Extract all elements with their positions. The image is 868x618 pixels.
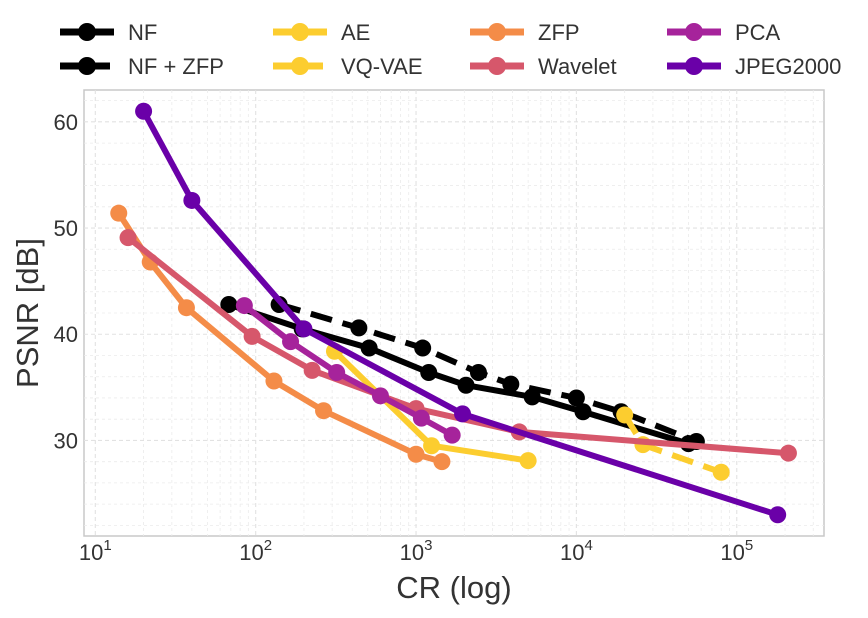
- legend-swatch-marker: [291, 23, 309, 41]
- data-point-zfp: [177, 299, 195, 317]
- data-point-pca: [328, 363, 346, 381]
- x-tick-label: 105: [720, 537, 753, 565]
- series-ae: [325, 342, 537, 470]
- data-point-ae: [423, 437, 441, 455]
- legend-item-pca: PCA: [667, 20, 781, 45]
- legend-swatch-marker: [488, 57, 506, 75]
- data-point-zfp: [315, 402, 333, 420]
- data-point-pca: [282, 333, 300, 351]
- data-point-pca: [443, 426, 461, 444]
- x-tick-exponent: 4: [584, 537, 592, 554]
- legend-swatch-marker: [685, 57, 703, 75]
- legend-swatch-marker: [685, 23, 703, 41]
- legend-label: VQ-VAE: [341, 54, 423, 79]
- legend-swatch-marker: [78, 57, 96, 75]
- data-point-nf-zfp: [567, 389, 585, 407]
- x-tick-exponent: 3: [424, 537, 432, 554]
- data-point-wavelet: [119, 229, 137, 247]
- data-point-jpeg2000: [295, 320, 313, 338]
- data-point-nf: [420, 363, 438, 381]
- y-tick-label: 30: [54, 428, 78, 453]
- series-zfp: [110, 204, 451, 471]
- legend-item-wavelet: Wavelet: [470, 54, 617, 79]
- legend-item-nf: NF: [60, 20, 157, 45]
- legend-label: PCA: [735, 20, 781, 45]
- y-tick-label: 60: [54, 110, 78, 135]
- data-point-wavelet: [303, 361, 321, 379]
- x-axis-ticks: 101 102 103 104 105: [79, 537, 753, 565]
- y-tick-label: 40: [54, 322, 78, 347]
- data-point-vq-vae: [616, 406, 634, 424]
- x-tick-base: 10: [239, 540, 263, 565]
- legend-item-vq-vae: VQ-VAE: [273, 54, 423, 79]
- data-point-nf-zfp: [350, 319, 368, 337]
- data-point-nf: [220, 296, 238, 314]
- legend-item-nf-zfp: NF + ZFP: [60, 54, 224, 79]
- data-point-pca: [235, 297, 253, 315]
- x-tick-exponent: 5: [745, 537, 753, 554]
- data-point-jpeg2000: [454, 405, 472, 423]
- x-tick-base: 10: [560, 540, 584, 565]
- legend-item-jpeg2000: JPEG2000: [667, 54, 841, 79]
- legend-label: JPEG2000: [735, 54, 841, 79]
- legend: NF NF + ZFP AE VQ-VAE ZFP Wavelet PCA JPEG2000: [60, 20, 841, 79]
- x-tick-exponent: 1: [103, 537, 111, 554]
- x-tick-label: 102: [239, 537, 272, 565]
- x-tick-label: 101: [79, 537, 112, 565]
- legend-swatch-marker: [78, 23, 96, 41]
- x-tick-base: 10: [79, 540, 103, 565]
- data-point-nf: [360, 339, 378, 357]
- data-point-pca: [412, 409, 430, 427]
- x-tick-base: 10: [720, 540, 744, 565]
- data-point-zfp: [407, 445, 425, 463]
- data-point-nf-zfp: [502, 375, 520, 393]
- series-jpeg2000: [135, 102, 787, 524]
- data-point-nf: [574, 403, 592, 421]
- data-point-ae: [519, 452, 537, 470]
- data-point-vq-vae: [712, 463, 730, 481]
- data-point-nf-zfp: [469, 363, 487, 381]
- data-point-zfp: [265, 372, 283, 390]
- data-point-wavelet: [243, 327, 261, 345]
- legend-item-ae: AE: [273, 20, 370, 45]
- data-point-pca: [371, 387, 389, 405]
- data-point-zfp: [433, 453, 451, 471]
- data-point-nf: [457, 376, 475, 394]
- data-point-nf-zfp: [414, 339, 432, 357]
- legend-swatch-marker: [488, 23, 506, 41]
- y-tick-label: 50: [54, 216, 78, 241]
- legend-swatch-marker: [291, 57, 309, 75]
- legend-label: NF + ZFP: [128, 54, 224, 79]
- series-layer: [110, 102, 797, 524]
- legend-item-zfp: ZFP: [470, 20, 580, 45]
- data-point-jpeg2000: [183, 191, 201, 209]
- data-point-zfp: [110, 204, 128, 222]
- y-axis-ticks: 30 40 50 60: [54, 110, 78, 454]
- x-tick-label: 103: [400, 537, 433, 565]
- data-point-jpeg2000: [135, 102, 153, 120]
- data-point-jpeg2000: [769, 506, 787, 524]
- legend-label: Wavelet: [538, 54, 617, 79]
- x-tick-base: 10: [400, 540, 424, 565]
- x-tick-exponent: 2: [264, 537, 272, 554]
- legend-label: AE: [341, 20, 370, 45]
- legend-label: ZFP: [538, 20, 580, 45]
- x-axis-label: CR (log): [396, 570, 511, 605]
- legend-label: NF: [128, 20, 157, 45]
- series-pca: [235, 297, 461, 444]
- data-point-nf: [523, 388, 541, 406]
- x-tick-label: 104: [560, 537, 593, 565]
- y-axis-label: PSNR [dB]: [10, 238, 45, 388]
- data-point-wavelet: [779, 444, 797, 462]
